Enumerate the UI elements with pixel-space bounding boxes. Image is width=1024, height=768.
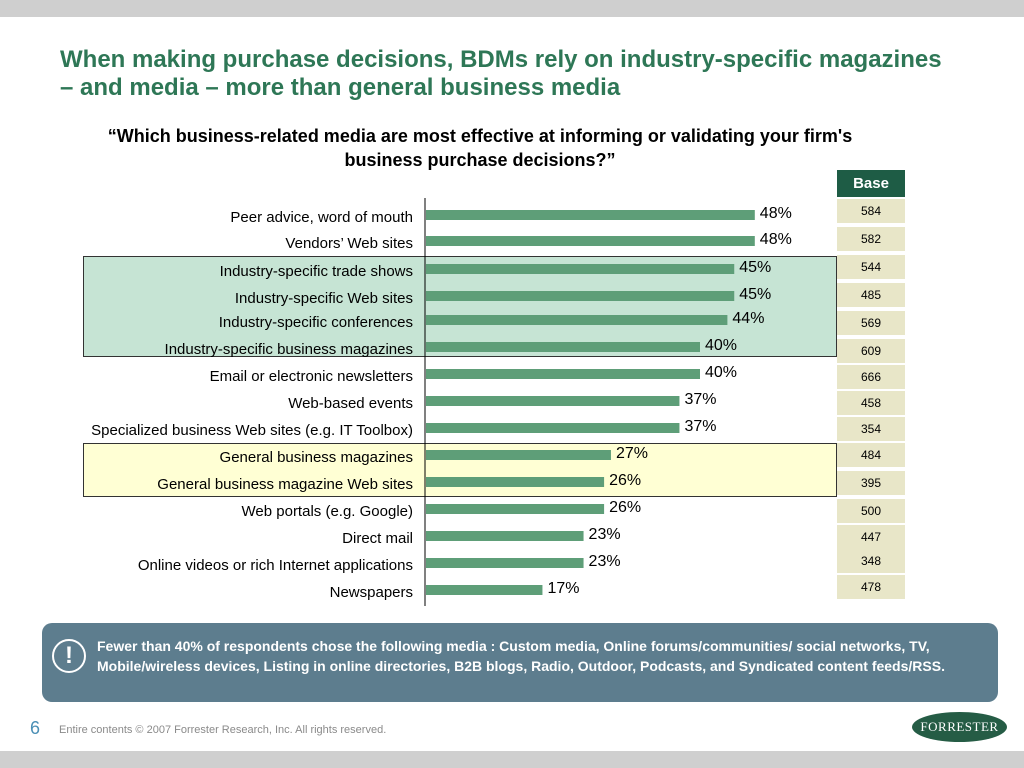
bar <box>426 531 584 541</box>
base-value: 458 <box>837 391 905 417</box>
base-value: 584 <box>837 199 905 225</box>
chart-title: “Which business-related media are most e… <box>107 126 853 170</box>
value-label: 40% <box>705 337 737 354</box>
category-label: Industry-specific Web sites <box>235 290 413 307</box>
slide-title: When making purchase decisions, BDMs rel… <box>60 46 942 101</box>
base-value: 544 <box>837 255 905 281</box>
bar <box>426 558 584 568</box>
value-label: 37% <box>684 391 716 408</box>
top-band <box>0 0 1024 17</box>
base-value: 569 <box>837 311 905 337</box>
bar <box>426 210 755 220</box>
bar <box>426 423 680 433</box>
bar <box>426 342 700 352</box>
note-text: Fewer than 40% of respondents chose the … <box>97 638 945 674</box>
bar <box>426 291 735 301</box>
bar <box>426 396 680 406</box>
category-label: Direct mail <box>342 530 413 547</box>
value-label: 17% <box>547 580 579 597</box>
bar <box>426 264 735 274</box>
copyright-text: Entire contents © 2007 Forrester Researc… <box>59 724 387 736</box>
category-label: Industry-specific trade shows <box>220 263 413 280</box>
page-number: 6 <box>30 718 41 738</box>
value-label: 48% <box>760 205 792 222</box>
bar <box>426 504 605 514</box>
bar <box>426 585 543 595</box>
base-value: 485 <box>837 283 905 309</box>
category-label: Web-based events <box>288 395 413 412</box>
note-box: ! Fewer than 40% of respondents chose th… <box>42 623 998 702</box>
base-value: 354 <box>837 417 905 443</box>
exclamation-icon: ! <box>52 639 86 673</box>
category-label: Peer advice, word of mouth <box>230 209 413 226</box>
base-value: 484 <box>837 443 905 469</box>
value-label: 27% <box>616 445 648 462</box>
bar <box>426 369 700 379</box>
category-label: General business magazine Web sites <box>157 476 413 493</box>
bar <box>426 477 605 487</box>
bar <box>426 315 728 325</box>
base-value: 348 <box>837 549 905 575</box>
category-label: Industry-specific business magazines <box>165 341 413 358</box>
base-value: 666 <box>837 365 905 391</box>
base-value: 395 <box>837 471 905 497</box>
value-label: 23% <box>589 553 621 570</box>
category-label: Industry-specific conferences <box>219 314 413 331</box>
forrester-logo: FORRESTER <box>912 712 1007 742</box>
value-label: 45% <box>739 259 771 276</box>
base-value: 478 <box>837 575 905 601</box>
value-label: 23% <box>589 526 621 543</box>
category-label: Email or electronic newsletters <box>210 368 413 385</box>
category-label: General business magazines <box>220 449 413 466</box>
base-value: 609 <box>837 339 905 365</box>
base-value: 500 <box>837 499 905 525</box>
category-label: Online videos or rich Internet applicati… <box>138 557 413 574</box>
value-label: 26% <box>609 499 641 516</box>
category-label: Web portals (e.g. Google) <box>242 503 413 520</box>
base-value: 447 <box>837 525 905 551</box>
base-column-header: Base <box>837 170 905 197</box>
base-value: 582 <box>837 227 905 253</box>
category-label: Newspapers <box>330 584 413 601</box>
value-label: 48% <box>760 231 792 248</box>
bar <box>426 236 755 246</box>
value-label: 44% <box>732 310 764 327</box>
category-label: Vendors’ Web sites <box>285 235 413 252</box>
value-label: 26% <box>609 472 641 489</box>
bottom-band <box>0 751 1024 768</box>
category-label: Specialized business Web sites (e.g. IT … <box>91 422 413 439</box>
value-label: 40% <box>705 364 737 381</box>
value-label: 45% <box>739 286 771 303</box>
bar <box>426 450 611 460</box>
value-label: 37% <box>684 418 716 435</box>
